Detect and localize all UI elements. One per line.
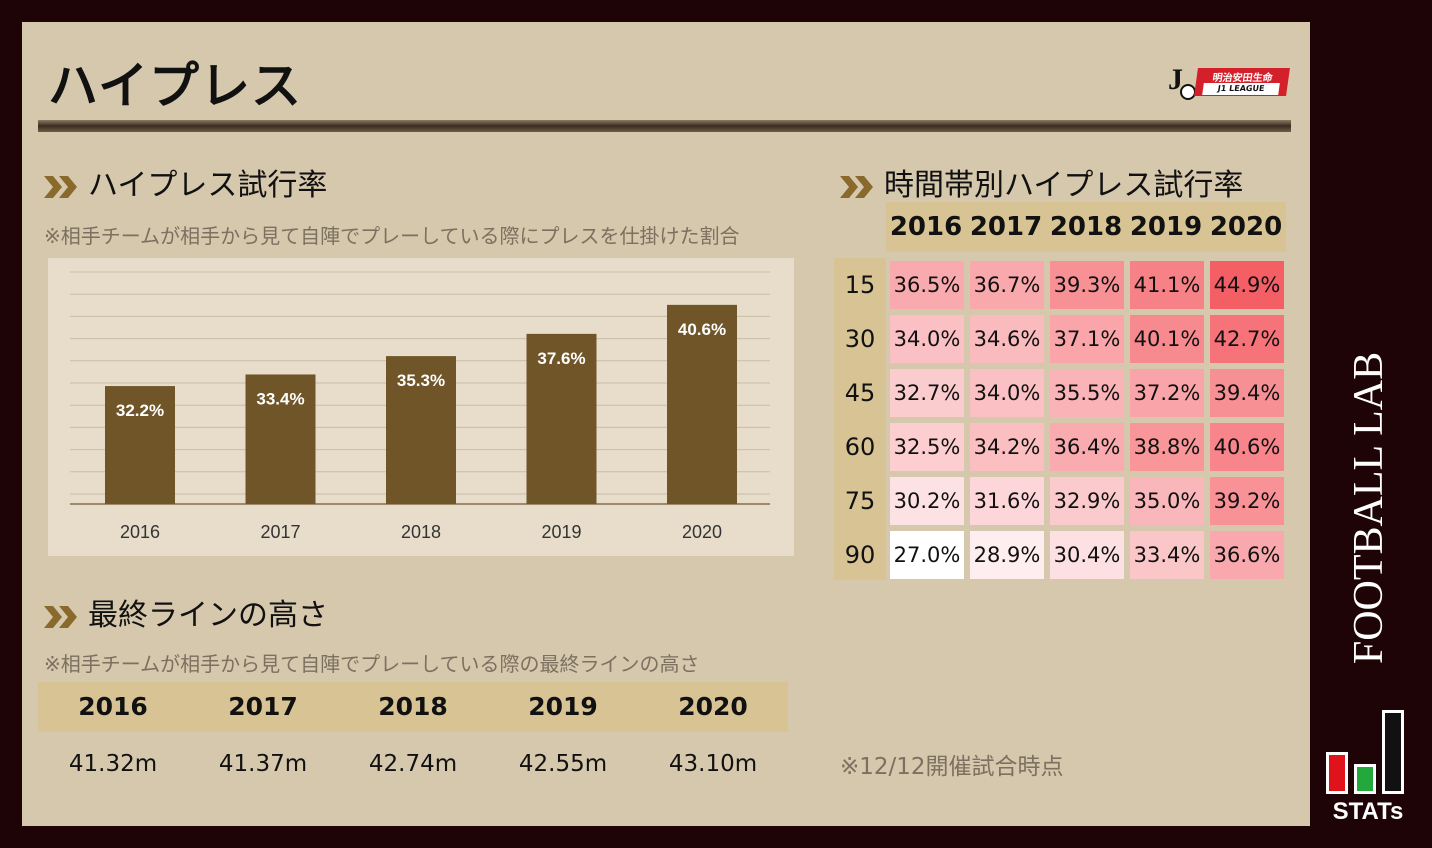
line-year: 2017	[228, 692, 298, 721]
line-section-title: 最終ラインの高さ	[44, 590, 328, 634]
football-lab-wordmark: FOOTBALL LAB	[1346, 351, 1392, 665]
attempt-section-label: ハイプレス試行率	[88, 168, 328, 203]
heatmap-cell: 32.9%	[1050, 477, 1124, 525]
title-divider	[38, 120, 1291, 132]
attempt-note: ※相手チームが相手から見て自陣でプレーしている際にプレスを仕掛けた割合	[44, 224, 740, 248]
heatmap-column-year: 2019	[1129, 212, 1203, 242]
line-height-value: 42.74m	[368, 751, 458, 777]
heatmap-cell: 37.1%	[1050, 315, 1124, 363]
heatmap-cell: 32.5%	[890, 423, 964, 471]
bar	[245, 374, 316, 504]
line-year: 2019	[528, 692, 598, 721]
heatmap-cell: 38.8%	[1130, 423, 1204, 471]
heatmap-cell: 39.3%	[1050, 261, 1124, 309]
attempt-section-title: ハイプレス試行率	[44, 160, 327, 204]
stats-logo-text: STATs	[1332, 798, 1404, 825]
heatmap-cell: 36.7%	[970, 261, 1044, 309]
chevron-right-icon	[840, 175, 873, 198]
heatmap-cell: 44.9%	[1210, 261, 1284, 309]
heatmap-cell: 30.4%	[1050, 531, 1124, 579]
heatmap-cell: 35.5%	[1050, 369, 1124, 417]
line-year: 2016	[78, 692, 148, 721]
heatmap-cell: 40.1%	[1130, 315, 1204, 363]
x-tick-label: 2017	[260, 522, 300, 542]
heatmap-cell: 34.0%	[970, 369, 1044, 417]
stats-bar-green	[1354, 764, 1376, 794]
heatmap-cell: 33.4%	[1130, 531, 1204, 579]
bar	[105, 386, 175, 504]
page-title: ハイプレス	[48, 57, 302, 115]
heatmap-row-minute: 75	[844, 487, 876, 515]
bar	[386, 356, 456, 504]
heatmap-cell: 27.0%	[890, 531, 964, 579]
line-height-value: 41.32m	[68, 751, 158, 777]
heatmap-cell: 32.7%	[890, 369, 964, 417]
j1-league-logo: J 明治安田生命 J1 LEAGUE	[1168, 63, 1290, 100]
heatmap-header: 2016 2017 2018 2019 2020	[886, 202, 1286, 252]
heatmap-cell: 34.6%	[970, 315, 1044, 363]
stats-logo: STATs	[1320, 708, 1416, 828]
heatmap-cell: 36.6%	[1210, 531, 1284, 579]
line-section-label: 最終ラインの高さ	[88, 598, 328, 633]
line-height-value: 41.37m	[218, 751, 308, 777]
chevron-right-icon	[44, 605, 77, 628]
bar-value-label: 35.3%	[397, 371, 445, 390]
heatmap-cell: 41.1%	[1130, 261, 1204, 309]
x-tick-label: 2016	[120, 522, 160, 542]
bar-chart-area: 32.2% 2016 33.4% 2017 35.3% 2018 37.6% 2019 40.6…	[48, 258, 794, 556]
bar-value-label: 40.6%	[678, 320, 726, 339]
bar	[526, 333, 597, 504]
bar-value-label: 32.2%	[116, 401, 164, 420]
bar-value-label: 33.4%	[256, 389, 304, 408]
heatmap-column-year: 2018	[1049, 212, 1123, 242]
attempt-bar-chart: 32.2% 2016 33.4% 2017 35.3% 2018 37.6% 2019 40.6…	[70, 271, 770, 542]
chevron-right-icon	[44, 175, 77, 198]
heatmap-cell: 36.4%	[1050, 423, 1124, 471]
heatmap-row-minute: 45	[844, 379, 876, 407]
line-height-value: 43.10m	[668, 751, 758, 777]
heatmap-cell: 31.6%	[970, 477, 1044, 525]
x-tick-label: 2019	[541, 522, 581, 542]
heatmap-cell: 34.2%	[970, 423, 1044, 471]
heatmap-row-minute: 60	[844, 433, 876, 461]
line-height-value: 42.55m	[518, 751, 608, 777]
x-tick-label: 2020	[682, 522, 722, 542]
heatmap-column-year: 2020	[1209, 212, 1283, 242]
x-tick-label: 2018	[401, 522, 441, 542]
heatmap-column-year: 2016	[889, 212, 963, 242]
stats-bar-red	[1326, 752, 1348, 794]
league-sponsor: 明治安田生命	[1211, 73, 1274, 84]
footnote: ※12/12開催試合時点	[840, 754, 1064, 780]
heatmap-cell: 36.5%	[890, 261, 964, 309]
league-banner: 明治安田生命 J1 LEAGUE	[1194, 68, 1290, 96]
heatmap-row-minute: 15	[844, 271, 876, 299]
line-year: 2020	[678, 692, 748, 721]
content-panel: ハイプレス J 明治安田生命 J1 LEAGUE ハイプレス試行率 ※相手チーム…	[22, 22, 1310, 826]
bar-value-label: 37.6%	[537, 349, 585, 368]
j-mark-icon: J	[1168, 63, 1183, 96]
league-name: J1 LEAGUE	[1202, 83, 1280, 95]
line-table-header: 2016 2017 2018 2019 2020	[38, 682, 788, 732]
heatmap-cell: 42.7%	[1210, 315, 1284, 363]
bar	[667, 304, 737, 504]
heatmap-cell: 39.4%	[1210, 369, 1284, 417]
heatmap-cell: 35.0%	[1130, 477, 1204, 525]
heatmap-row-minute: 90	[844, 541, 876, 569]
heatmap-cell: 39.2%	[1210, 477, 1284, 525]
heatmap-cell: 28.9%	[970, 531, 1044, 579]
heatmap-cell: 30.2%	[890, 477, 964, 525]
time-section-label: 時間帯別ハイプレス試行率	[884, 168, 1244, 203]
heatmap-cell: 40.6%	[1210, 423, 1284, 471]
stats-bar-black	[1382, 710, 1404, 794]
heatmap-cell: 37.2%	[1130, 369, 1204, 417]
line-note: ※相手チームが相手から見て自陣でプレーしている際の最終ラインの高さ	[44, 652, 700, 676]
heatmap-row-minute: 30	[844, 325, 876, 353]
heatmap-row-labels: 15 30 45 60 75 90	[834, 258, 886, 580]
heatmap-cell: 34.0%	[890, 315, 964, 363]
line-year: 2018	[378, 692, 448, 721]
time-section-title: 時間帯別ハイプレス試行率	[840, 160, 1243, 204]
heatmap-column-year: 2017	[969, 212, 1043, 242]
